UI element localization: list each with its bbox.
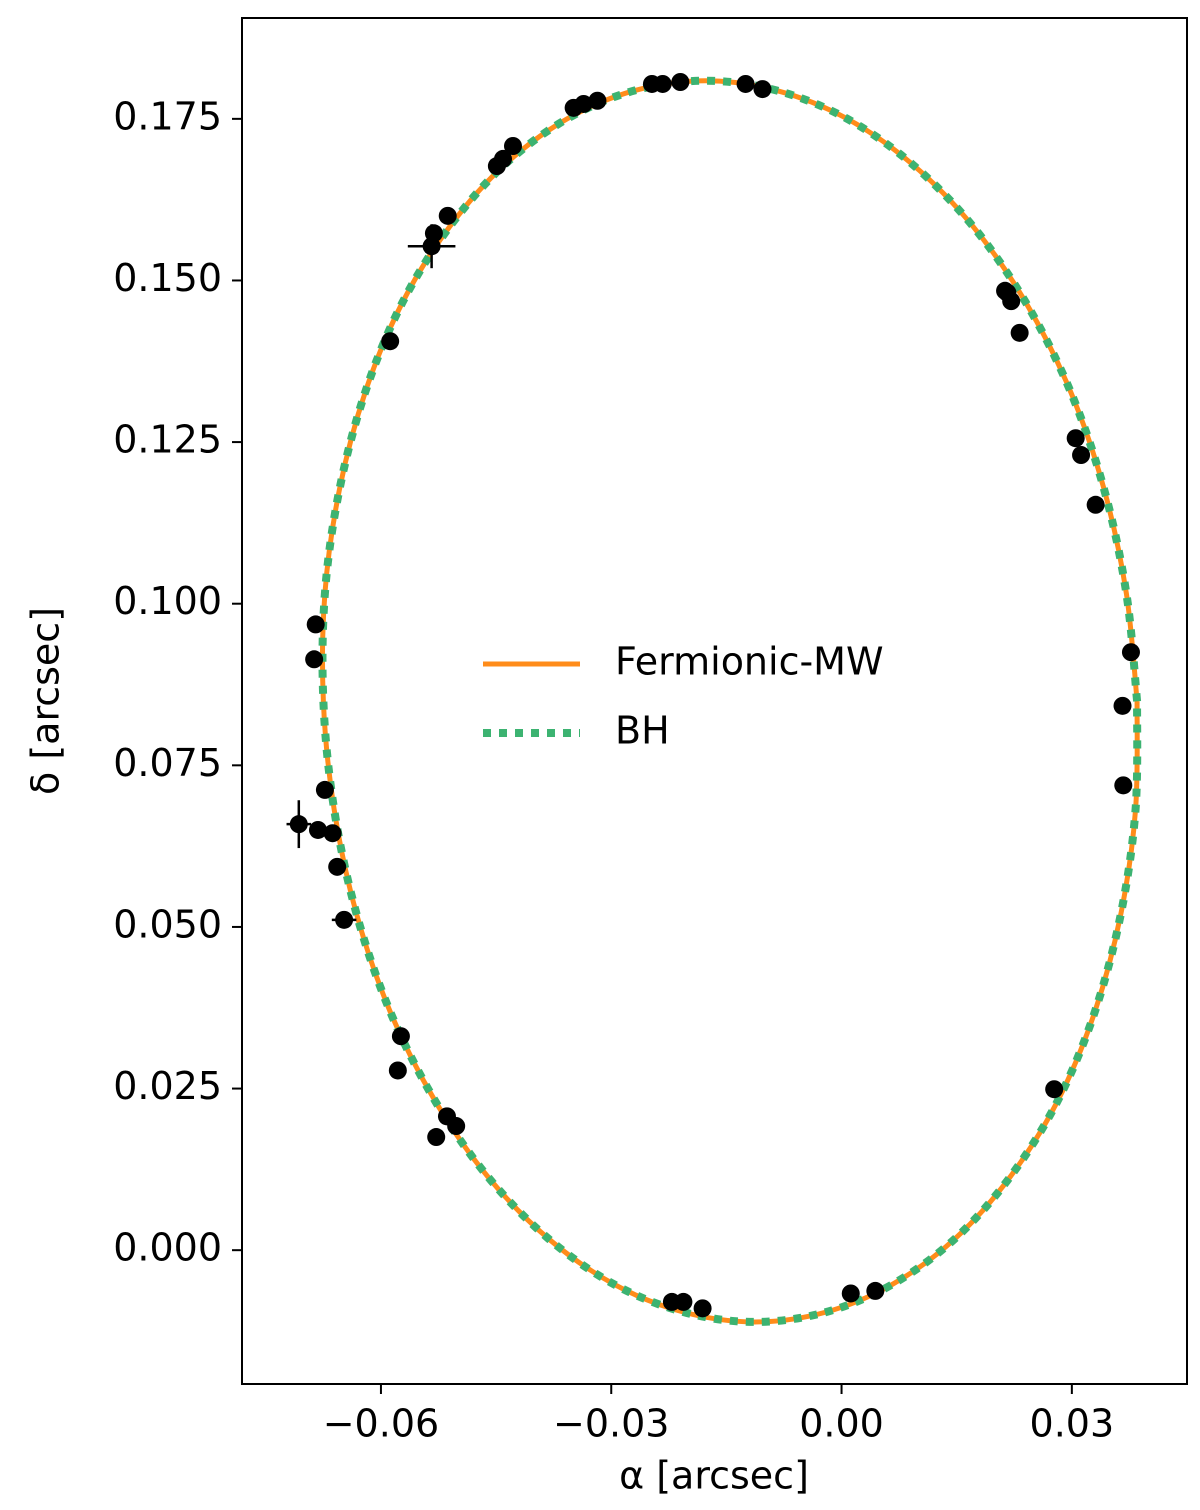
point xyxy=(1010,323,1029,342)
point xyxy=(1072,446,1091,465)
x-tick-label: −0.03 xyxy=(553,1402,669,1446)
point xyxy=(653,74,672,93)
point xyxy=(1114,776,1133,795)
y-axis-label: δ [arcsec] xyxy=(24,607,68,795)
y-tick-label: 0.175 xyxy=(113,94,222,138)
point xyxy=(1066,429,1085,448)
y-tick-label: 0.050 xyxy=(113,902,222,946)
legend-label: Fermionic-MW xyxy=(615,640,884,684)
point xyxy=(289,815,308,834)
y-tick-label: 0.100 xyxy=(113,579,222,623)
point xyxy=(736,74,755,93)
point xyxy=(1086,495,1105,514)
x-axis-label: α [arcsec] xyxy=(619,1454,809,1498)
point xyxy=(674,1292,693,1311)
y-tick-label: 0.025 xyxy=(113,1064,222,1108)
point xyxy=(841,1284,860,1303)
point xyxy=(1113,696,1132,715)
point xyxy=(438,206,457,225)
y-tick-label: 0.000 xyxy=(113,1226,222,1270)
point xyxy=(574,94,593,113)
point xyxy=(1045,1080,1064,1099)
legend-label: BH xyxy=(615,709,670,753)
point xyxy=(1002,292,1021,311)
y-tick-label: 0.150 xyxy=(113,256,222,300)
point xyxy=(308,820,327,839)
point xyxy=(305,650,324,669)
point xyxy=(753,80,772,99)
point xyxy=(323,824,342,843)
point xyxy=(328,857,347,876)
point xyxy=(447,1117,466,1136)
point xyxy=(424,224,443,243)
point xyxy=(427,1128,446,1147)
x-tick-label: −0.06 xyxy=(323,1402,439,1446)
point xyxy=(388,1061,407,1080)
point xyxy=(671,73,690,92)
point xyxy=(335,910,354,929)
point xyxy=(381,332,400,351)
point xyxy=(306,615,325,634)
plot-frame xyxy=(241,17,1188,1385)
point xyxy=(588,91,607,110)
point xyxy=(1121,643,1140,662)
y-tick-label: 0.125 xyxy=(113,418,222,462)
point xyxy=(494,149,513,168)
x-tick-label: 0.00 xyxy=(799,1402,884,1446)
point xyxy=(866,1281,885,1300)
point xyxy=(503,137,522,156)
y-tick-label: 0.075 xyxy=(113,741,222,785)
point xyxy=(693,1299,712,1318)
line xyxy=(318,76,1142,1326)
point xyxy=(391,1027,410,1046)
x-tick-label: 0.03 xyxy=(1030,1402,1115,1446)
point xyxy=(315,780,334,799)
